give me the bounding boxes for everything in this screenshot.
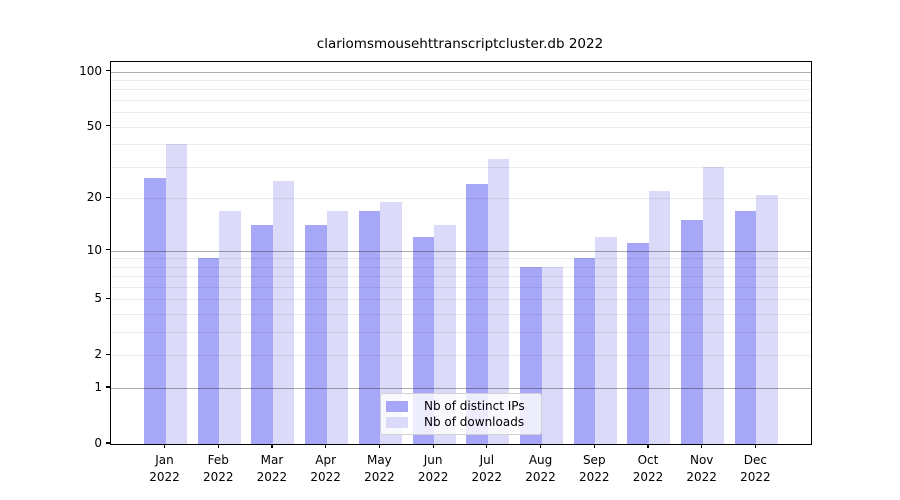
minor-gridline	[111, 198, 811, 200]
y-tick-label: 0	[94, 436, 102, 450]
x-tick-label: Feb 2022	[202, 453, 234, 484]
minor-gridline	[111, 286, 811, 288]
legend-swatch-distinct-ips	[386, 400, 408, 412]
x-tick-label: Apr 2022	[310, 453, 341, 484]
minor-gridline	[111, 258, 811, 260]
chart-title: clariomsmousehttranscriptcluster.db 2022	[316, 36, 604, 52]
x-tick-label: Jun 2022	[417, 453, 449, 484]
x-tick-mark	[325, 444, 327, 449]
x-tick-mark	[593, 444, 595, 449]
x-tick-label: May 2022	[364, 453, 395, 484]
bar-downloads-jan	[165, 144, 187, 444]
minor-gridline	[111, 126, 811, 128]
bar-distinct-ips-dec	[734, 210, 757, 444]
x-tick-mark	[217, 444, 219, 449]
legend-item: Nb of downloads	[386, 414, 535, 430]
legend-label: Nb of distinct IPs	[424, 399, 525, 413]
bar-downloads-jun	[434, 225, 456, 444]
bar-downloads-jul	[487, 159, 510, 444]
major-gridline	[111, 250, 811, 252]
y-tick-mark	[106, 196, 110, 198]
bar-downloads-nov	[702, 166, 725, 444]
minor-gridline	[111, 112, 811, 114]
y-tick-mark	[106, 386, 110, 388]
bar-distinct-ips-jun	[412, 237, 435, 444]
y-tick-mark	[106, 248, 110, 251]
legend-item: Nb of distinct IPs	[386, 398, 535, 414]
grid-layer	[111, 62, 811, 444]
legend-swatch-downloads	[386, 416, 408, 428]
bar-downloads-aug	[541, 266, 564, 444]
bar-distinct-ips-feb	[197, 258, 220, 444]
minor-gridline	[111, 276, 811, 278]
x-tick-mark	[647, 444, 649, 449]
x-tick-label: Jan 2022	[149, 453, 180, 484]
x-tick-label: Sep 2022	[578, 453, 610, 484]
minor-gridline	[111, 89, 811, 91]
x-tick-mark	[163, 444, 166, 449]
bar-downloads-oct	[648, 190, 671, 444]
y-tick-mark	[106, 442, 110, 444]
x-tick-label: Oct 2022	[632, 453, 664, 484]
y-tick-label: 10	[86, 242, 102, 257]
legend-label: Nb of downloads	[424, 415, 525, 429]
bar-downloads-mar	[272, 181, 295, 444]
y-tick-label: 50	[86, 118, 102, 133]
x-tick-mark	[486, 444, 488, 449]
y-tick-label: 2	[94, 347, 102, 362]
x-tick-label: Dec 2022	[740, 453, 771, 484]
x-tick-mark	[701, 444, 703, 449]
minor-gridline	[111, 332, 811, 334]
x-tick-label: Aug 2022	[525, 453, 556, 484]
bars-layer	[111, 62, 811, 444]
legend: Nb of distinct IPs Nb of downloads	[380, 393, 542, 435]
minor-gridline	[111, 80, 811, 81]
bar-downloads-dec	[756, 194, 778, 444]
x-tick-label: Mar 2022	[256, 453, 288, 484]
y-tick-mark	[106, 297, 110, 299]
minor-gridline	[111, 266, 811, 268]
bar-downloads-sep	[595, 237, 617, 444]
bar-distinct-ips-mar	[251, 225, 273, 444]
minor-gridline	[111, 100, 811, 102]
y-tick-label: 20	[86, 190, 102, 205]
x-tick-mark	[754, 444, 756, 449]
bar-downloads-feb	[219, 210, 241, 444]
major-gridline	[111, 71, 811, 73]
y-tick-label: 5	[94, 291, 102, 306]
x-tick-label: Nov 2022	[686, 453, 717, 484]
bar-distinct-ips-jan	[144, 178, 166, 444]
y-tick-label: 1	[94, 380, 102, 395]
y-tick-mark	[106, 353, 110, 355]
bar-distinct-ips-sep	[573, 258, 596, 444]
y-tick-label: 100	[79, 63, 102, 78]
minor-gridline	[111, 355, 811, 357]
bar-distinct-ips-jul	[466, 184, 488, 444]
x-tick-mark	[432, 444, 434, 449]
bar-downloads-apr	[326, 210, 349, 444]
bar-distinct-ips-may	[358, 210, 381, 444]
y-tick-mark	[106, 69, 110, 72]
minor-gridline	[111, 299, 811, 301]
major-gridline	[111, 388, 811, 390]
bar-distinct-ips-nov	[681, 220, 703, 444]
x-tick-mark	[271, 444, 273, 449]
x-tick-mark	[539, 444, 542, 449]
bar-distinct-ips-oct	[627, 243, 649, 444]
minor-gridline	[111, 144, 811, 146]
bar-distinct-ips-apr	[305, 225, 327, 444]
bar-downloads-may	[380, 202, 402, 444]
x-tick-label: Jul 2022	[471, 453, 503, 484]
minor-gridline	[111, 314, 811, 316]
plot-area	[110, 61, 812, 445]
minor-gridline	[111, 166, 811, 168]
y-tick-mark	[106, 125, 110, 127]
x-tick-mark	[378, 444, 380, 449]
